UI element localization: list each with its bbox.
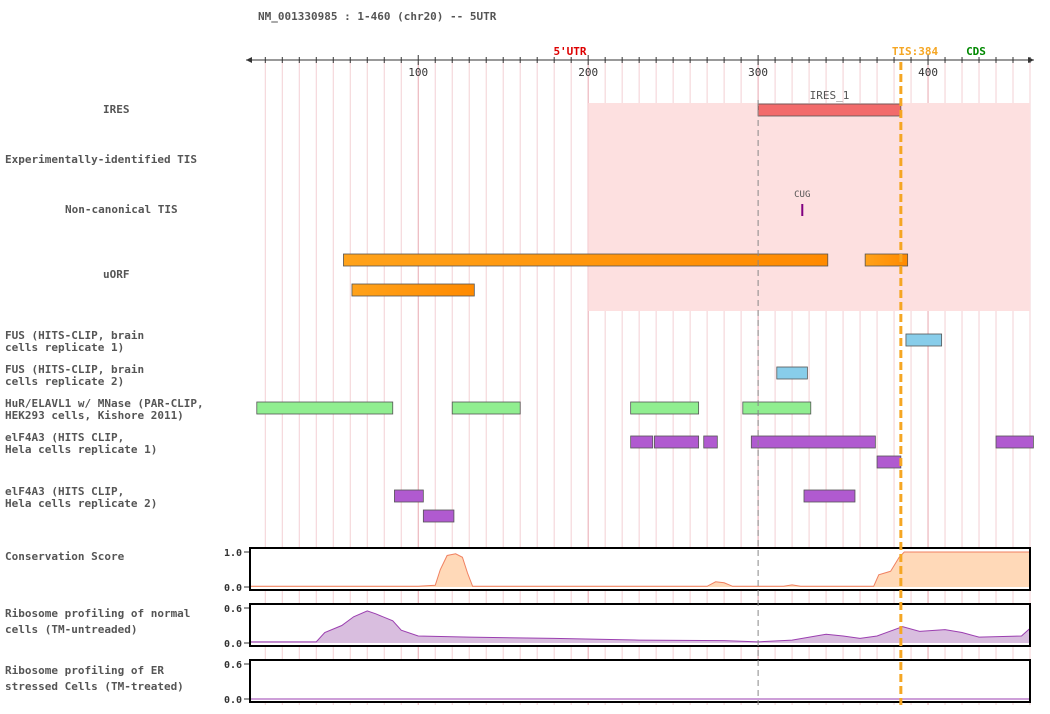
plot-line [250,551,1030,587]
track-label: elF4A3 (HITS CLIP, [5,431,124,444]
feature-hur[interactable] [742,401,812,415]
track-noncanonical_tis: Non-canonical TIS CUG [65,190,810,216]
plot-ymin-label: 0.0 [224,639,242,650]
feature-hur[interactable] [630,401,700,415]
ruler-tick-label: 100 [408,66,428,79]
plot-background [250,660,1030,702]
feature-fus2[interactable] [776,366,808,380]
feature-eif4a3_2[interactable] [394,489,424,503]
plot-ymin-label: 0.0 [224,583,242,594]
plot-conservation: Conservation Score 1.0 0.0 [5,547,1031,594]
highlight-layer [588,103,1030,311]
track-label: cells replicate 1) [5,341,124,354]
cds-label: CDS [966,45,986,58]
feature-tracks: IRES IRES_1 Experimentally-identified TIS N… [5,89,1034,523]
feature-hur[interactable] [451,401,521,415]
highlight-region [588,103,1030,311]
track-label: cells replicate 2) [5,375,124,388]
feature-uorf[interactable] [343,253,829,267]
track-label: FUS (HITS-CLIP, brain [5,363,144,376]
plot-ymax-label: 1.0 [224,548,242,559]
feature-eif4a3_2[interactable] [803,489,856,503]
track-exp_tis: Experimentally-identified TIS [5,153,197,166]
plot-area [250,610,1030,643]
plot-label: cells (TM-untreaded) [5,623,137,636]
header-layer: NM_001330985 : 1-460 (chr20) -- 5UTR [258,10,497,23]
track-eif4a3_2: elF4A3 (HITS CLIP,Hela cells replicate 2… [5,485,856,523]
feature-uorf[interactable] [351,283,475,297]
ruler-right-arrow-icon [1028,57,1034,63]
track-label: Experimentally-identified TIS [5,153,197,166]
ruler-left-arrow-icon [246,57,252,63]
plot-frame [249,603,1031,647]
ruler-tick-label: 200 [578,66,598,79]
track-uorf: uORF [103,253,909,297]
track-label: Hela cells replicate 2) [5,497,157,510]
track-label: elF4A3 (HITS CLIP, [5,485,124,498]
track-label: IRES [103,103,130,116]
feature-fus1[interactable] [905,333,943,347]
plot-label: Conservation Score [5,550,125,563]
plot-label: Ribosome profiling of normal [5,607,190,620]
plot-frame [249,659,1031,703]
ruler-tick-label: 400 [918,66,938,79]
ruler-tick-label: 300 [748,66,768,79]
feature-uorf[interactable] [864,253,909,267]
track-label: uORF [103,268,130,281]
track-hur: HuR/ELAVL1 w/ MNase (PAR-CLIP,HEK293 cel… [5,397,812,422]
feature-eif4a3_2[interactable] [422,509,455,523]
track-label: Hela cells replicate 1) [5,443,157,456]
plot-ribo_normal: Ribosome profiling of normal cells (TM-un… [5,603,1031,650]
position-ruler: 100 200 300 400 5'UTR TIS:384 CDS [246,45,1034,79]
plot-ymax-label: 0.6 [224,604,242,615]
marker-layer [757,62,903,705]
feature-label: IRES_1 [810,89,850,102]
feature-ires[interactable] [757,103,902,117]
plot-label: stressed Cells (TM-treated) [5,680,184,693]
feature-eif4a3_1[interactable] [750,435,876,449]
transcript-title: NM_001330985 : 1-460 (chr20) -- 5UTR [258,10,497,23]
plot-frame [249,547,1031,591]
plot-line [250,610,1031,643]
feature-eif4a3_1[interactable] [703,435,718,449]
track-label: HEK293 cells, Kishore 2011) [5,409,184,422]
feature-eif4a3_1[interactable] [876,455,902,469]
track-label: Non-canonical TIS [65,203,178,216]
feature-eif4a3_1[interactable] [630,435,654,449]
plot-label: Ribosome profiling of ER [5,664,164,677]
track-label: FUS (HITS-CLIP, brain [5,329,144,342]
track-eif4a3_1: elF4A3 (HITS CLIP,Hela cells replicate 1… [5,431,1034,469]
grid-layer [264,62,1031,705]
tis-label: TIS:384 [892,45,939,58]
track-label: HuR/ELAVL1 w/ MNase (PAR-CLIP, [5,397,204,410]
feature-eif4a3_1[interactable] [995,435,1034,449]
plot-ribo_er: Ribosome profiling of ER stressed Cells (… [5,659,1031,706]
track-ires: IRES IRES_1 [103,89,902,117]
feature-hur[interactable] [256,401,394,415]
utr-region-label: 5'UTR [553,45,586,58]
plot-ymax-label: 0.6 [224,660,242,671]
plot-ymin-label: 0.0 [224,695,242,706]
feature-eif4a3_1[interactable] [654,435,700,449]
tis-tick-label: CUG [794,190,810,200]
